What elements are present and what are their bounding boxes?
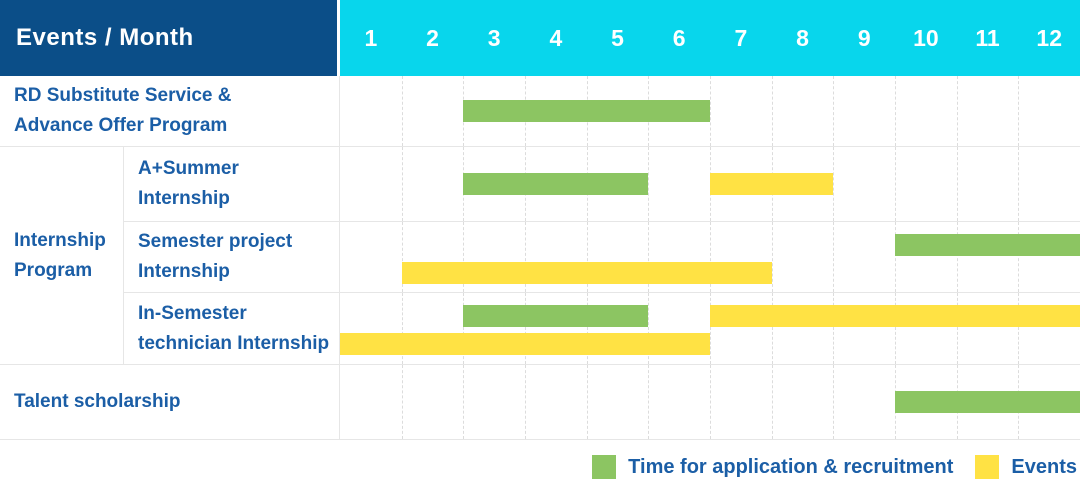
month-gridline xyxy=(648,293,650,364)
month-label: 8 xyxy=(796,24,809,51)
legend: Time for application & recruitment Event… xyxy=(0,440,1080,494)
month-label: 7 xyxy=(734,24,748,51)
month-gridline xyxy=(771,365,773,439)
application-bar xyxy=(895,234,1080,256)
row-label-line: Talent scholarship xyxy=(14,391,181,412)
month-gridline xyxy=(833,222,835,292)
month-gridline xyxy=(956,76,958,146)
month-gridline xyxy=(586,365,588,439)
timeline-row-rd-substitute xyxy=(340,76,1080,147)
month-label: 6 xyxy=(672,24,686,51)
month-gridline xyxy=(833,147,835,221)
month-label: 1 xyxy=(364,24,378,51)
row-label-line: A+Summer xyxy=(138,158,239,179)
legend-item-application: Time for application & recruitment xyxy=(592,455,953,479)
month-gridline xyxy=(895,293,896,364)
row-label-line: Internship xyxy=(138,261,230,282)
application-bar xyxy=(463,100,710,122)
month-gridline xyxy=(586,293,588,364)
month-label: 10 xyxy=(913,24,939,51)
month-gridline xyxy=(648,147,650,221)
month-gridline xyxy=(401,147,403,221)
event-bar xyxy=(401,262,772,284)
month-label: 5 xyxy=(611,24,624,51)
month-gridline xyxy=(771,222,773,292)
month-gridline xyxy=(710,293,711,364)
group-label-internship-program: Internship Program xyxy=(0,147,124,365)
row-label-line: Internship xyxy=(138,188,230,209)
legend-label-events: Events xyxy=(1011,455,1077,478)
row-label-line: RD Substitute Service & xyxy=(14,85,232,106)
month-gridline xyxy=(956,222,958,292)
month-label: 12 xyxy=(1036,24,1063,51)
month-gridline xyxy=(895,222,896,292)
row-label-line: In-Semester xyxy=(138,302,247,324)
event-bar xyxy=(340,333,710,355)
row-label-line: technician Internship xyxy=(138,332,330,354)
month-gridline xyxy=(586,222,588,292)
event-bar xyxy=(710,173,834,195)
month-gridline xyxy=(710,222,711,292)
timeline-row-talent-scholarship xyxy=(340,365,1080,440)
month-gridline xyxy=(525,365,526,439)
month-label: 11 xyxy=(975,24,1000,51)
events-color-swatch xyxy=(975,455,1000,479)
month-label: 3 xyxy=(487,24,501,51)
month-gridline xyxy=(1018,147,1020,221)
row-label-a-plus-summer-internship: A+Summer Internship xyxy=(124,147,340,222)
month-gridline xyxy=(833,365,835,439)
month-gridline xyxy=(463,222,465,292)
month-label: 4 xyxy=(549,24,563,51)
group-label-line: Internship xyxy=(14,229,106,251)
month-gridline xyxy=(710,365,711,439)
event-bar xyxy=(710,305,1080,327)
month-gridline xyxy=(710,76,711,146)
month-gridline xyxy=(1018,76,1020,146)
month-gridline xyxy=(401,293,403,364)
month-gridline xyxy=(401,76,403,146)
month-gridline xyxy=(956,293,958,364)
month-gridline xyxy=(833,76,835,146)
month-gridline xyxy=(956,147,958,221)
row-label-line: Semester project xyxy=(138,231,293,252)
legend-label-application: Time for application & recruitment xyxy=(628,455,954,478)
timeline-row-in-semester-technician-internship xyxy=(340,293,1080,365)
legend-item-events: Events xyxy=(975,455,1077,479)
month-gridline xyxy=(771,293,773,364)
row-label-semester-project-internship: Semester project Internship xyxy=(124,222,340,293)
month-gridline xyxy=(895,76,896,146)
corner-header: Events / Month xyxy=(0,0,340,76)
timeline-row-a-plus-summer-internship xyxy=(340,147,1080,222)
month-gridline xyxy=(648,222,650,292)
month-label: 2 xyxy=(426,24,439,51)
month-gridline xyxy=(648,365,650,439)
application-bar xyxy=(463,305,649,327)
month-gridline xyxy=(401,222,403,292)
month-gridline xyxy=(1018,222,1020,292)
month-gridline xyxy=(1018,293,1020,364)
month-gridline xyxy=(401,365,403,439)
month-label: 9 xyxy=(857,24,871,51)
application-bar xyxy=(463,173,649,195)
month-gridline xyxy=(895,147,896,221)
application-bar xyxy=(895,391,1080,413)
month-gridline xyxy=(463,293,465,364)
group-label-line: Program xyxy=(14,259,93,281)
row-label-line: Advance Offer Program xyxy=(14,115,228,136)
month-gridline xyxy=(525,222,526,292)
month-gridline xyxy=(463,365,465,439)
application-color-swatch xyxy=(592,455,617,479)
month-header-row: 1 2 3 4 5 6 7 8 9 10 11 12 xyxy=(340,0,1080,76)
month-gridline xyxy=(525,293,526,364)
row-label-talent-scholarship: Talent scholarship xyxy=(0,365,340,440)
row-label-in-semester-technician-internship: In-Semester technician Internship xyxy=(124,293,340,365)
corner-header-label: Events / Month xyxy=(16,24,194,51)
gantt-chart: Events / Month 1 2 3 4 5 6 7 8 9 10 11 12 RD Substi… xyxy=(0,0,1080,440)
row-label-rd-substitute: RD Substitute Service & Advance Offer Pr… xyxy=(0,76,340,147)
timeline-row-semester-project-internship xyxy=(340,222,1080,293)
month-gridline xyxy=(833,293,835,364)
month-gridline xyxy=(771,76,773,146)
